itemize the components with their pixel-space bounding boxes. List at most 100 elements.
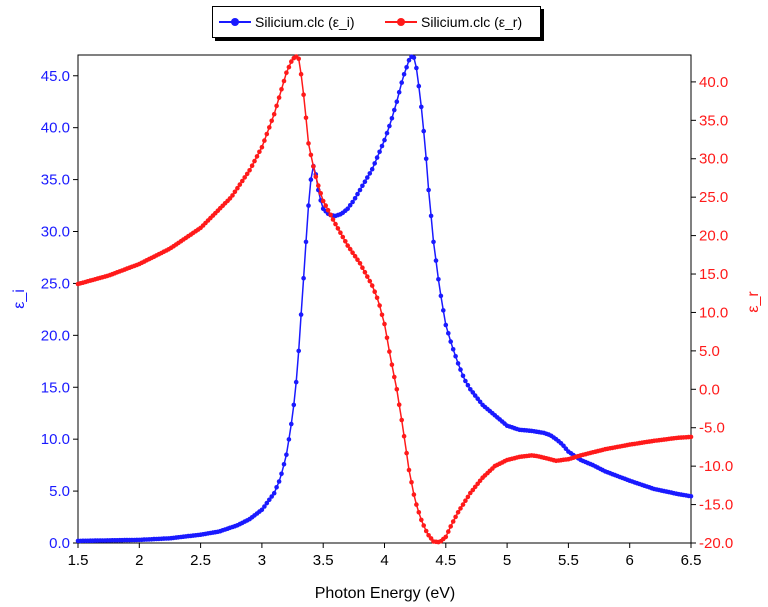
data-point (352, 253, 358, 259)
legend-marker-eps-r (397, 18, 405, 26)
y-right-tick-label: 20.0 (699, 228, 728, 245)
data-point (262, 138, 267, 143)
data-point (355, 191, 360, 197)
data-point (308, 177, 314, 182)
data-point (421, 128, 427, 134)
data-point (276, 479, 282, 484)
data-point (455, 361, 461, 366)
data-point (284, 452, 289, 458)
series-layer (75, 54, 694, 545)
data-point (257, 149, 262, 155)
data-point (259, 507, 265, 513)
y-right-tick-label: 30.0 (699, 151, 728, 168)
data-point (448, 339, 454, 344)
data-point (458, 506, 463, 511)
data-point (414, 502, 419, 507)
data-point (431, 239, 436, 245)
data-point (264, 500, 270, 506)
x-tick-label: 2.5 (190, 552, 211, 569)
x-tick-label: 4 (380, 552, 388, 569)
x-tick-label: 3.5 (313, 552, 334, 569)
data-point (372, 289, 378, 295)
data-point (404, 65, 409, 70)
data-point (230, 193, 235, 198)
series-eps-r (75, 54, 694, 545)
y-right-tick-label: 40.0 (699, 74, 728, 91)
data-point (357, 187, 363, 193)
data-point (465, 382, 471, 388)
x-tick-label: 4.5 (435, 552, 456, 569)
y-right-axis-title: ε_r (745, 291, 762, 313)
data-point (328, 212, 333, 218)
data-point (350, 199, 355, 205)
data-point (325, 207, 331, 213)
y-left-tick-label: 45.0 (41, 68, 70, 85)
data-point (367, 278, 373, 284)
y-left-axis-title: ε_i (11, 289, 28, 309)
data-point (374, 295, 380, 301)
data-point (409, 480, 414, 485)
data-point (399, 80, 405, 85)
data-point (426, 187, 431, 193)
y-right-tick-label: 15.0 (699, 266, 728, 283)
data-point (392, 107, 397, 113)
data-point (345, 243, 351, 248)
data-point (308, 152, 314, 158)
data-point (414, 65, 419, 71)
data-point (352, 196, 358, 201)
data-point (443, 322, 449, 328)
data-point (232, 189, 238, 195)
x-tick-label: 6 (626, 552, 634, 569)
data-point (411, 55, 417, 60)
y-left-tick-label: 35.0 (41, 172, 70, 189)
data-point (394, 387, 400, 392)
data-point (345, 206, 351, 211)
legend-label-eps-i: Silicium.clc (ε_i) (255, 14, 355, 30)
data-point (298, 71, 304, 77)
data-point (286, 437, 292, 442)
data-point (244, 171, 250, 177)
data-point (387, 349, 392, 354)
y-left-tick-label: 25.0 (41, 275, 70, 292)
data-point (472, 484, 478, 490)
data-point (335, 226, 341, 231)
data-point (460, 373, 466, 379)
data-point (384, 335, 390, 341)
x-tick-label: 5.5 (558, 552, 579, 569)
data-point (470, 487, 476, 493)
data-point (259, 144, 265, 150)
data-point (477, 478, 483, 484)
data-point (347, 246, 353, 252)
y-right-tick-label: 0.0 (699, 381, 720, 398)
data-point (475, 396, 481, 402)
data-point (443, 534, 449, 540)
data-point (306, 203, 311, 208)
data-point (382, 137, 387, 143)
data-point (296, 56, 302, 62)
data-point (406, 57, 412, 63)
data-point (416, 510, 422, 515)
data-point (470, 390, 476, 395)
data-point (436, 277, 441, 282)
data-point (301, 275, 306, 281)
x-tick-label: 3 (258, 552, 266, 569)
data-point (247, 168, 252, 173)
data-point (279, 471, 284, 477)
data-point (446, 331, 451, 336)
data-point (468, 387, 473, 392)
data-point (428, 536, 434, 541)
data-point (291, 402, 297, 408)
y-right-tick-label: 5.0 (699, 343, 720, 360)
data-point (396, 402, 402, 408)
data-point (477, 399, 483, 405)
series-eps-i (75, 54, 694, 544)
data-point (421, 523, 427, 528)
x-tick-label: 1.5 (68, 552, 89, 569)
y-right-tick-label: 35.0 (699, 112, 728, 129)
data-point (276, 95, 282, 100)
data-point (392, 374, 397, 380)
data-point (362, 269, 368, 275)
data-point (355, 257, 360, 263)
data-point (237, 182, 243, 187)
